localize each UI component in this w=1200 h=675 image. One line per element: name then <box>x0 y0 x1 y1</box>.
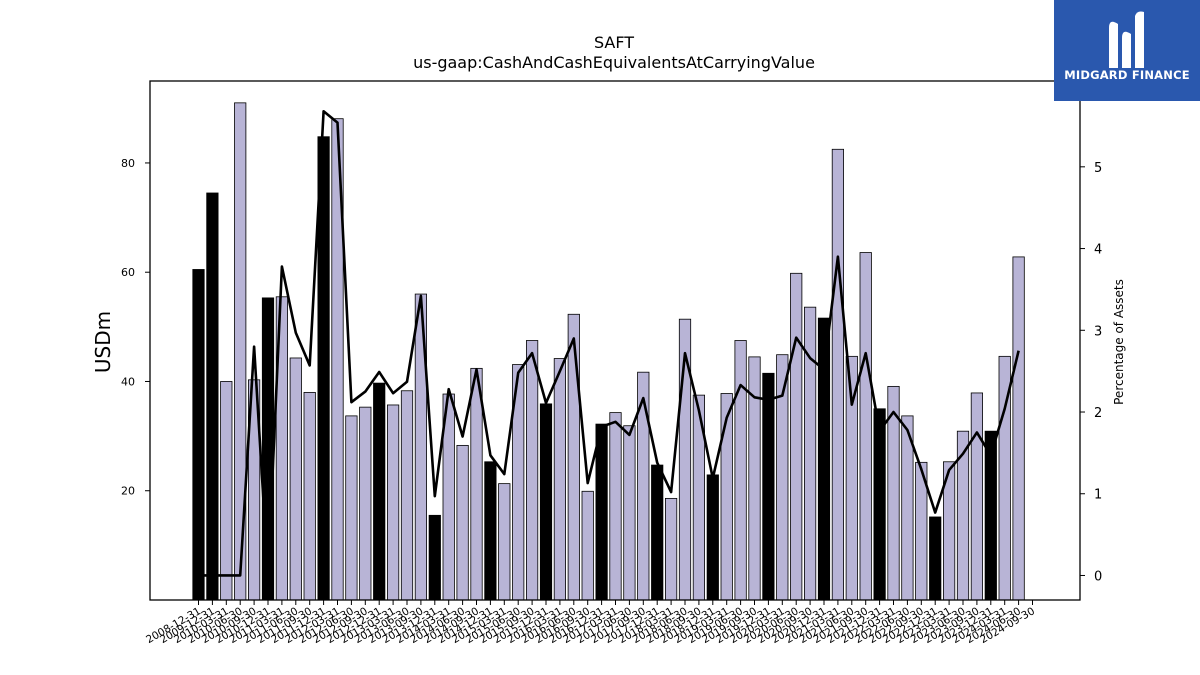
bar-2018-03-31 <box>665 497 678 601</box>
bar-2014-09-30 <box>470 367 483 601</box>
bar-2021-03-31 <box>831 148 845 601</box>
left-tick-label: 40 <box>121 375 135 388</box>
right-tick-label: 5 <box>1094 161 1102 176</box>
bar-2015-12-31 <box>539 403 553 601</box>
bar-2013-12-31 <box>428 514 441 601</box>
bar-2011-09-30 <box>303 391 316 601</box>
bar-2019-06-30 <box>734 340 747 601</box>
left-axis-label: USDm <box>91 311 115 373</box>
left-axis-ticks: 20 40 60 80 <box>121 157 150 498</box>
bar-2023-09-30 <box>970 392 984 601</box>
right-tick-label: 1 <box>1094 488 1102 503</box>
left-tick-label: 80 <box>121 157 135 170</box>
bar-2019-12-31 <box>762 372 775 601</box>
bar-2021-09-30 <box>859 252 872 601</box>
right-tick-label: 3 <box>1094 324 1102 339</box>
bar-2019-03-31 <box>720 393 733 601</box>
bar-2024-06-30 <box>1012 256 1025 601</box>
bar-2008-12-31 <box>192 269 205 601</box>
bar-2009-12-31 <box>206 192 219 601</box>
bar-2013-03-31 <box>386 404 400 601</box>
bar-2012-12-31 <box>373 382 386 601</box>
x-axis-ticks: 2008-12-312009-12-312010-03-312010-06-30… <box>144 600 1037 646</box>
right-axis-ticks: 0 1 2 3 4 5 <box>1080 161 1102 584</box>
bar-2012-06-30 <box>345 415 358 601</box>
right-tick-label: 2 <box>1094 406 1102 421</box>
bar-2017-03-31 <box>609 412 622 601</box>
bar-2022-12-31 <box>929 516 942 601</box>
bar-series <box>192 102 1025 601</box>
left-tick-label: 20 <box>121 485 135 498</box>
chart-subtitle: us-gaap:CashAndCashEquivalentsAtCarrying… <box>413 53 815 72</box>
bar-2016-12-31 <box>595 423 608 601</box>
chart-title: SAFT <box>594 33 634 52</box>
bar-2013-06-30 <box>400 390 414 601</box>
right-tick-label: 4 <box>1094 243 1102 258</box>
brand-logo: MIDGARD FINANCE <box>1054 0 1200 101</box>
right-tick-label: 0 <box>1094 569 1102 584</box>
bar-2014-06-30 <box>456 444 469 601</box>
bar-2018-12-31 <box>706 474 719 601</box>
bar-2017-12-31 <box>651 464 664 601</box>
percentage-line <box>198 109 1020 577</box>
bar-2016-06-30 <box>567 313 580 601</box>
bar-2011-06-30 <box>289 357 302 601</box>
bar-2016-03-31 <box>553 358 567 601</box>
bar-2015-09-30 <box>526 340 539 601</box>
left-tick-label: 60 <box>121 266 135 279</box>
brand-name: MIDGARD FINANCE <box>1064 68 1190 82</box>
bar-2014-12-31 <box>484 461 497 601</box>
bar-2015-03-31 <box>498 483 511 601</box>
bar-2012-09-30 <box>359 406 372 601</box>
brand-mark-icon <box>1109 11 1144 68</box>
bar-2016-09-30 <box>581 490 594 601</box>
bar-2021-12-31 <box>873 408 886 601</box>
right-axis-label: Percentage of Assets <box>1112 279 1126 405</box>
bar-2010-03-31 <box>220 381 233 601</box>
bar-2020-06-30 <box>790 272 803 601</box>
bar-2017-06-30 <box>623 425 636 601</box>
plot-frame <box>149 80 1081 601</box>
